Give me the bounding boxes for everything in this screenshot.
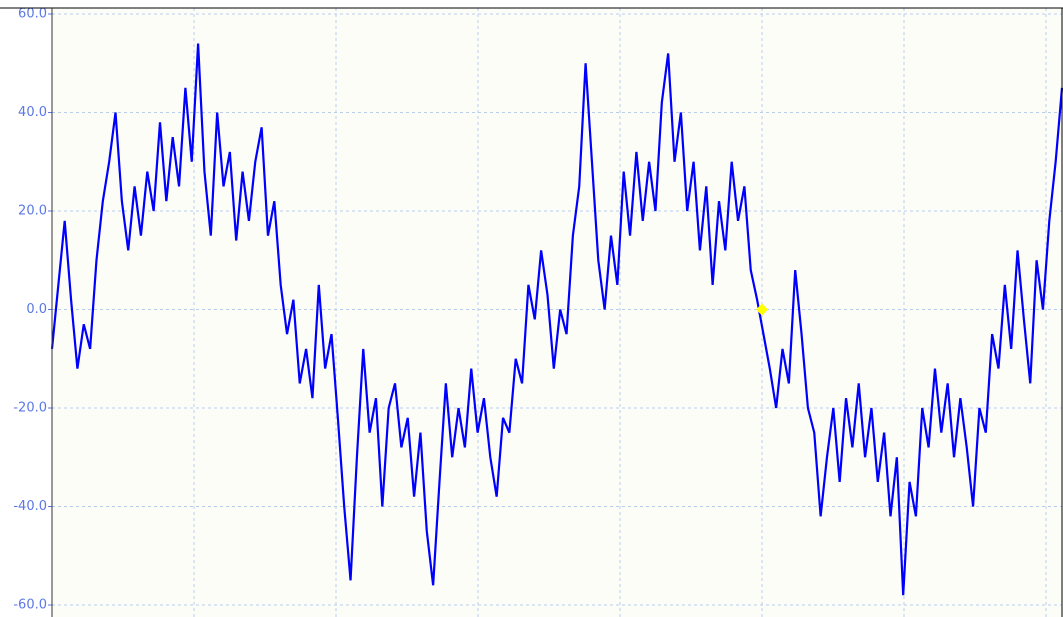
- y-tick-label: -20.0: [13, 401, 47, 416]
- y-tick-label: 40.0: [18, 105, 47, 120]
- y-tick-label: -40.0: [13, 499, 47, 514]
- y-tick-label: 60.0: [18, 7, 47, 22]
- series-line: [50, 43, 1063, 596]
- y-tick-label: 0.0: [26, 302, 47, 317]
- plot-area: [52, 8, 1063, 617]
- cursor-marker: [756, 303, 768, 316]
- y-tick-label: 20.0: [18, 204, 47, 219]
- y-tick-label: -60.0: [13, 598, 47, 613]
